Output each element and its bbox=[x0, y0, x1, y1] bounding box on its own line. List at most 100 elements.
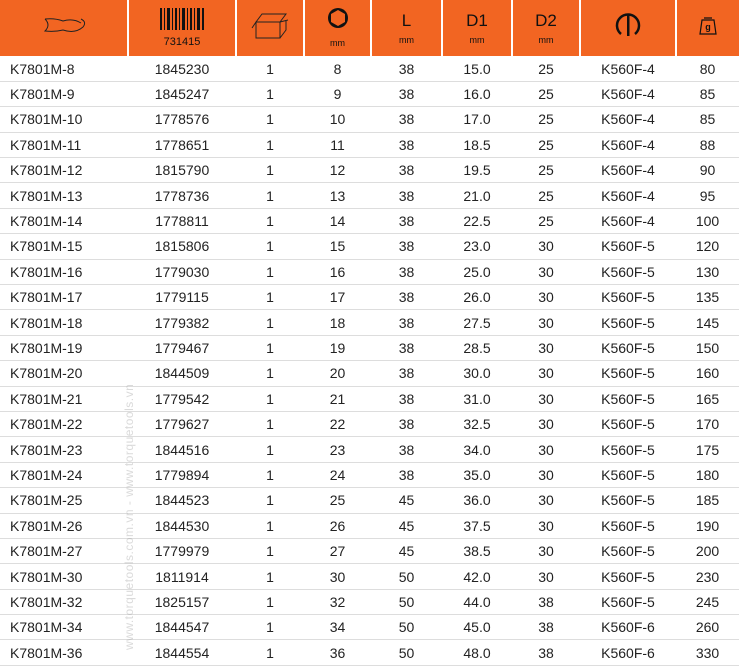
cell-size: 25 bbox=[304, 487, 371, 514]
table-row: K7801M-34 1844547 1 34 50 45.0 38 K560F-6 260 bbox=[0, 614, 739, 641]
cell-article: K7801M-32 bbox=[0, 589, 128, 616]
cell-accessory: K560F-5 bbox=[580, 284, 676, 311]
cell-length: 38 bbox=[371, 360, 442, 387]
cell-accessory: K560F-4 bbox=[580, 132, 676, 159]
cell-quantity: 1 bbox=[236, 208, 304, 235]
cell-accessory: K560F-6 bbox=[580, 614, 676, 641]
cell-size: 15 bbox=[304, 233, 371, 260]
table-row: K7801M-13 1778736 1 13 38 21.0 25 K560F-4 95 bbox=[0, 182, 739, 209]
box-icon bbox=[251, 13, 289, 39]
table-row: K7801M-11 1778651 1 11 38 18.5 25 K560F-4 88 bbox=[0, 132, 739, 159]
cell-d1: 48.0 bbox=[442, 639, 512, 666]
cell-size: 22 bbox=[304, 411, 371, 438]
cell-d1: 45.0 bbox=[442, 614, 512, 641]
cell-length: 38 bbox=[371, 284, 442, 311]
cell-length: 45 bbox=[371, 538, 442, 565]
cell-d1: 36.0 bbox=[442, 487, 512, 514]
cell-accessory: K560F-5 bbox=[580, 259, 676, 286]
cell-quantity: 1 bbox=[236, 132, 304, 159]
cell-barcode: 1779627 bbox=[128, 411, 236, 438]
cell-weight: 88 bbox=[676, 132, 739, 159]
cell-article: K7801M-16 bbox=[0, 259, 128, 286]
cell-d2: 25 bbox=[512, 157, 580, 184]
cell-d2: 30 bbox=[512, 411, 580, 438]
cell-d2: 25 bbox=[512, 132, 580, 159]
cell-barcode: 1778576 bbox=[128, 106, 236, 133]
cell-barcode: 1844516 bbox=[128, 436, 236, 463]
cell-accessory: K560F-5 bbox=[580, 411, 676, 438]
table-row: K7801M-24 1779894 1 24 38 35.0 30 K560F-5 180 bbox=[0, 462, 739, 489]
cell-quantity: 1 bbox=[236, 436, 304, 463]
table-row: K7801M-21 1779542 1 21 38 31.0 30 K560F-5 165 bbox=[0, 386, 739, 412]
cell-quantity: 1 bbox=[236, 462, 304, 489]
cell-size: 18 bbox=[304, 309, 371, 336]
header-size: mm bbox=[304, 0, 372, 57]
cell-d1: 26.0 bbox=[442, 284, 512, 311]
cell-d1: 31.0 bbox=[442, 386, 512, 412]
cell-accessory: K560F-4 bbox=[580, 56, 676, 82]
header-article bbox=[0, 0, 129, 57]
cell-article: K7801M-10 bbox=[0, 106, 128, 133]
cell-weight: 245 bbox=[676, 589, 739, 616]
cell-d2: 30 bbox=[512, 386, 580, 412]
cell-barcode: 1811914 bbox=[128, 563, 236, 590]
cell-length: 38 bbox=[371, 386, 442, 412]
table-row: K7801M-8 1845230 1 8 38 15.0 25 K560F-4 80 bbox=[0, 56, 739, 82]
cell-barcode: 1844509 bbox=[128, 360, 236, 387]
cell-article: K7801M-24 bbox=[0, 462, 128, 489]
cell-d1: 27.5 bbox=[442, 309, 512, 336]
cell-weight: 130 bbox=[676, 259, 739, 286]
cell-d2: 38 bbox=[512, 614, 580, 641]
table-row: K7801M-26 1844530 1 26 45 37.5 30 K560F-5 190 bbox=[0, 513, 739, 539]
cell-quantity: 1 bbox=[236, 259, 304, 286]
cell-weight: 145 bbox=[676, 309, 739, 336]
cell-d2: 30 bbox=[512, 462, 580, 489]
d1-unit: mm bbox=[469, 34, 485, 45]
cell-d2: 25 bbox=[512, 56, 580, 82]
cell-d1: 32.5 bbox=[442, 411, 512, 438]
cell-quantity: 1 bbox=[236, 487, 304, 514]
cell-barcode: 1779382 bbox=[128, 309, 236, 336]
cell-quantity: 1 bbox=[236, 335, 304, 362]
cell-d2: 30 bbox=[512, 284, 580, 311]
svg-text:g: g bbox=[705, 22, 711, 32]
cell-quantity: 1 bbox=[236, 284, 304, 311]
cell-barcode: 1845230 bbox=[128, 56, 236, 82]
cell-quantity: 1 bbox=[236, 309, 304, 336]
cell-article: K7801M-8 bbox=[0, 56, 128, 82]
cell-barcode: 1844530 bbox=[128, 513, 236, 539]
cell-barcode: 1779030 bbox=[128, 259, 236, 286]
cell-accessory: K560F-6 bbox=[580, 639, 676, 666]
cell-d2: 30 bbox=[512, 259, 580, 286]
cell-d2: 30 bbox=[512, 335, 580, 362]
cell-size: 16 bbox=[304, 259, 371, 286]
cell-weight: 150 bbox=[676, 335, 739, 362]
header-quantity bbox=[236, 0, 305, 57]
cell-barcode: 1778811 bbox=[128, 208, 236, 235]
cell-weight: 230 bbox=[676, 563, 739, 590]
cell-barcode: 1815790 bbox=[128, 157, 236, 184]
hexagon-icon bbox=[327, 8, 348, 29]
cell-size: 12 bbox=[304, 157, 371, 184]
cell-quantity: 1 bbox=[236, 538, 304, 565]
cell-d1: 42.0 bbox=[442, 563, 512, 590]
table-row: K7801M-9 1845247 1 9 38 16.0 25 K560F-4 85 bbox=[0, 81, 739, 108]
cell-accessory: K560F-4 bbox=[580, 81, 676, 108]
table-row: K7801M-20 1844509 1 20 38 30.0 30 K560F-5 160 bbox=[0, 360, 739, 387]
cell-article: K7801M-34 bbox=[0, 614, 128, 641]
square-drive-icon bbox=[615, 13, 641, 37]
cell-article: K7801M-11 bbox=[0, 132, 128, 159]
cell-length: 50 bbox=[371, 589, 442, 616]
cell-article: K7801M-17 bbox=[0, 284, 128, 311]
cell-article: K7801M-26 bbox=[0, 513, 128, 539]
cell-length: 38 bbox=[371, 81, 442, 108]
cell-d2: 25 bbox=[512, 182, 580, 209]
cell-accessory: K560F-5 bbox=[580, 233, 676, 260]
cell-quantity: 1 bbox=[236, 614, 304, 641]
cell-quantity: 1 bbox=[236, 157, 304, 184]
cell-length: 38 bbox=[371, 182, 442, 209]
cell-article: K7801M-30 bbox=[0, 563, 128, 590]
cell-article: K7801M-22 bbox=[0, 411, 128, 438]
cell-size: 21 bbox=[304, 386, 371, 412]
cell-d1: 34.0 bbox=[442, 436, 512, 463]
